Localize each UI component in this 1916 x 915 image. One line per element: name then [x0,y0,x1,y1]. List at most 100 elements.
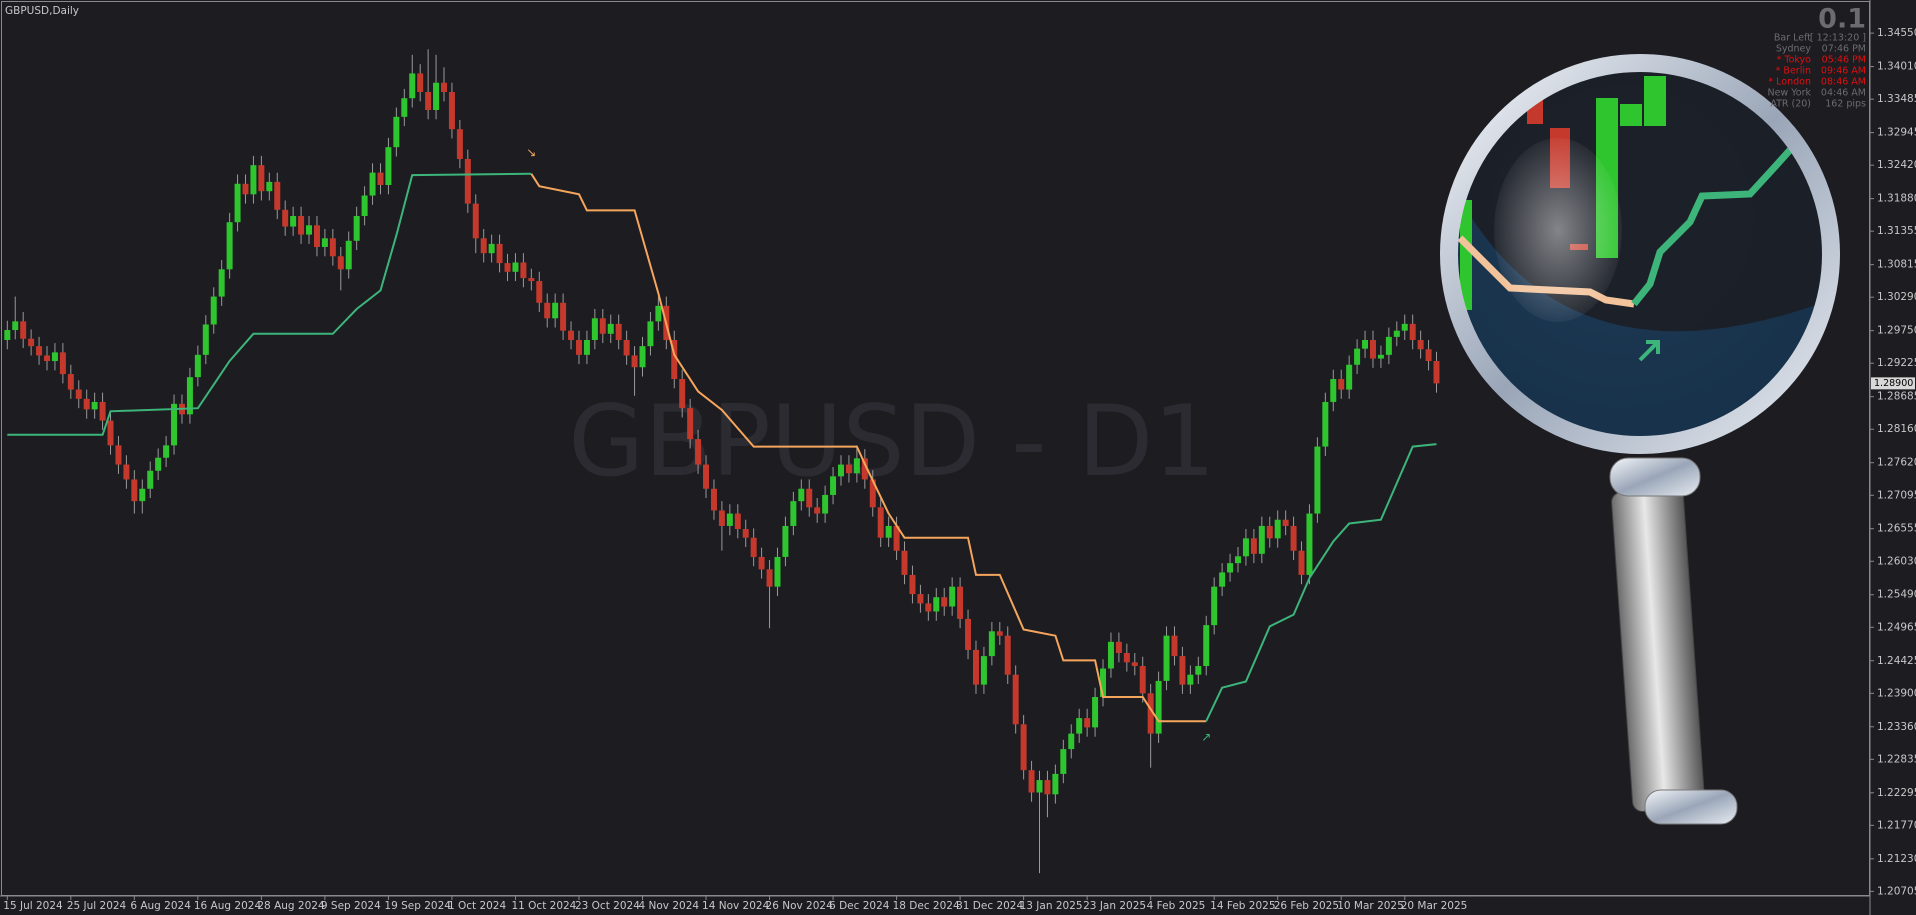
candle-body [1115,641,1122,654]
candle-body [131,479,138,502]
candle-body [115,445,122,465]
candle-body [1417,339,1424,350]
candle-body [1044,780,1051,795]
candle-body [250,165,257,195]
candle-body [329,238,336,257]
candle-body [345,240,352,270]
panel-row-value: 09:46 AM [1821,66,1866,77]
candle-body [1100,668,1107,698]
candle-body [91,401,98,410]
candle-body [258,165,265,192]
candle-body [1314,446,1321,514]
candle-body [1385,336,1392,355]
candle-body [20,321,27,339]
trail-line [530,173,1207,723]
candle-body [1298,550,1305,575]
candle-body [83,398,90,410]
candle-body [861,458,868,480]
candle-body [528,277,535,282]
y-tick-label: 1.28685 [1877,391,1916,403]
candle-body [1346,364,1353,390]
candle-body [1028,770,1035,793]
candle-body [1433,361,1440,384]
y-tick-label: 1.32420 [1877,159,1916,171]
candle-body [1377,354,1384,359]
candle-body [1036,780,1043,793]
candle-body [210,296,217,325]
y-tick-label: 1.24965 [1877,621,1916,633]
candle-body [1235,556,1241,564]
x-tick-label: 14 Nov 2024 [702,900,770,912]
candle-body [909,574,916,595]
candle-body [472,203,479,239]
candle-body [1266,525,1273,539]
candle-body [1171,635,1178,657]
trail-line [1205,443,1437,722]
candle-body [1155,680,1162,734]
candle-body [353,215,360,241]
magnifier-rim [1440,54,1840,454]
candle-body [488,243,495,254]
candle-body [361,195,368,216]
lens-candle [1620,104,1642,126]
candle-body [171,403,178,446]
x-tick-label: 26 Feb 2025 [1274,900,1339,912]
candle-body [417,73,424,93]
candle-body [1227,563,1234,573]
candle-body [409,73,416,99]
candle-body [925,603,932,612]
candle-body [456,129,463,159]
candle-body [234,183,241,223]
candle-body [266,181,273,192]
candle-body [703,464,710,489]
y-tick-label: 1.32945 [1877,127,1916,139]
candle-body [496,243,503,264]
lens-candle [1460,200,1472,310]
x-tick-label: 4 Nov 2024 [639,900,700,912]
candle-body [1369,339,1376,359]
candle-body [282,209,289,227]
candle-body [1338,379,1345,390]
candle-body [1012,674,1019,725]
x-tick-label: 11 Oct 2024 [511,900,576,912]
candle-body [750,537,757,557]
candle-body [710,488,717,511]
x-tick-label: 23 Jan 2025 [1083,900,1146,912]
candle-body [647,321,654,347]
panel-row-value: 04:46 AM [1821,88,1866,99]
candle-body [941,597,948,607]
candle-body [1004,635,1011,675]
candle-body [718,510,725,526]
candle-body [869,479,876,508]
y-tick-label: 1.34550 [1877,27,1916,39]
candle-body [51,352,58,362]
candle-body [337,256,344,270]
candle-body [1393,330,1400,337]
candle-body [1179,656,1186,685]
x-tick-label: 4 Feb 2025 [1147,900,1206,912]
trail-line [7,172,532,436]
candle-body [806,488,813,508]
candle-body [1330,379,1337,402]
x-tick-label: 31 Dec 2024 [956,900,1023,912]
candle-body [369,172,376,196]
panel-row-label: ATR (20) [1770,99,1811,110]
candle-body [99,401,106,421]
candle-body [1060,749,1067,774]
magnified-view [1457,71,1823,362]
panel-row-value: 08:46 AM [1821,77,1866,88]
candle-body [36,346,43,356]
panel-row-value: 05:46 PM [1822,55,1866,66]
candle-body [1274,519,1281,539]
candle-body [504,263,511,272]
info-panel: 0.1 Bar Left[ 12:13:20 ]Sydney 07:46 PM * T… [1767,4,1866,110]
y-tick-label: 1.29750 [1877,325,1916,337]
candle-body [123,464,130,480]
x-tick-label: 10 Mar 2025 [1337,900,1404,912]
candle-body [1076,718,1083,734]
lens-glare [1494,138,1622,322]
y-tick-label: 1.25490 [1877,589,1916,601]
y-tick-label: 1.22295 [1877,787,1916,799]
